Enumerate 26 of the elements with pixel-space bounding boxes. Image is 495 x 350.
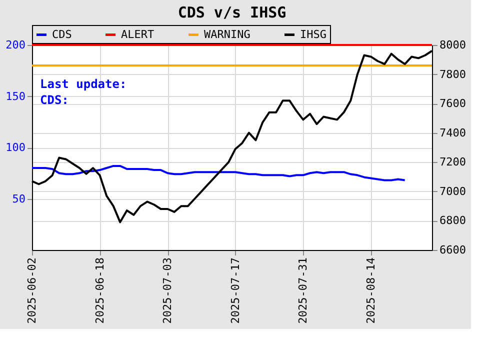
y-tick-label: 150 — [6, 90, 26, 103]
y2-tick-label: 7200 — [440, 156, 466, 169]
x-tick-label: 2025-06-02 — [26, 258, 38, 324]
y2-tick-label: 7600 — [440, 97, 466, 110]
x-tick-label: 2025-06-18 — [93, 258, 106, 324]
y-tick-label: 200 — [6, 38, 26, 52]
annotation: CDS: — [40, 93, 69, 107]
y-tick-label: 50 — [12, 192, 26, 206]
y2-tick-label: 6800 — [440, 214, 466, 228]
chart-title: CDS v/s IHSG — [178, 4, 286, 22]
legend-label: WARNING — [204, 28, 250, 41]
y2-tick-label: 7400 — [440, 126, 466, 140]
legend-label: ALERT — [121, 28, 154, 41]
x-tick-label: 2025-07-31 — [296, 258, 310, 324]
y2-tick-label: 7800 — [440, 68, 466, 81]
x-tick-label: 2025-07-03 — [161, 258, 174, 324]
legend-label: IHSG — [300, 28, 326, 41]
annotation: Last update: — [40, 77, 127, 91]
x-tick-label: 2025-08-14 — [364, 257, 378, 324]
y2-tick-label: 6600 — [440, 244, 466, 256]
line-series — [31, 164, 406, 182]
y-tick-label: 100 — [6, 141, 26, 154]
y2-tick-label: 7000 — [440, 184, 466, 198]
legend-label: CDS — [52, 28, 72, 41]
y2-tick-label: 8000 — [440, 38, 466, 52]
x-tick-label: 2025-07-17 — [228, 258, 242, 324]
